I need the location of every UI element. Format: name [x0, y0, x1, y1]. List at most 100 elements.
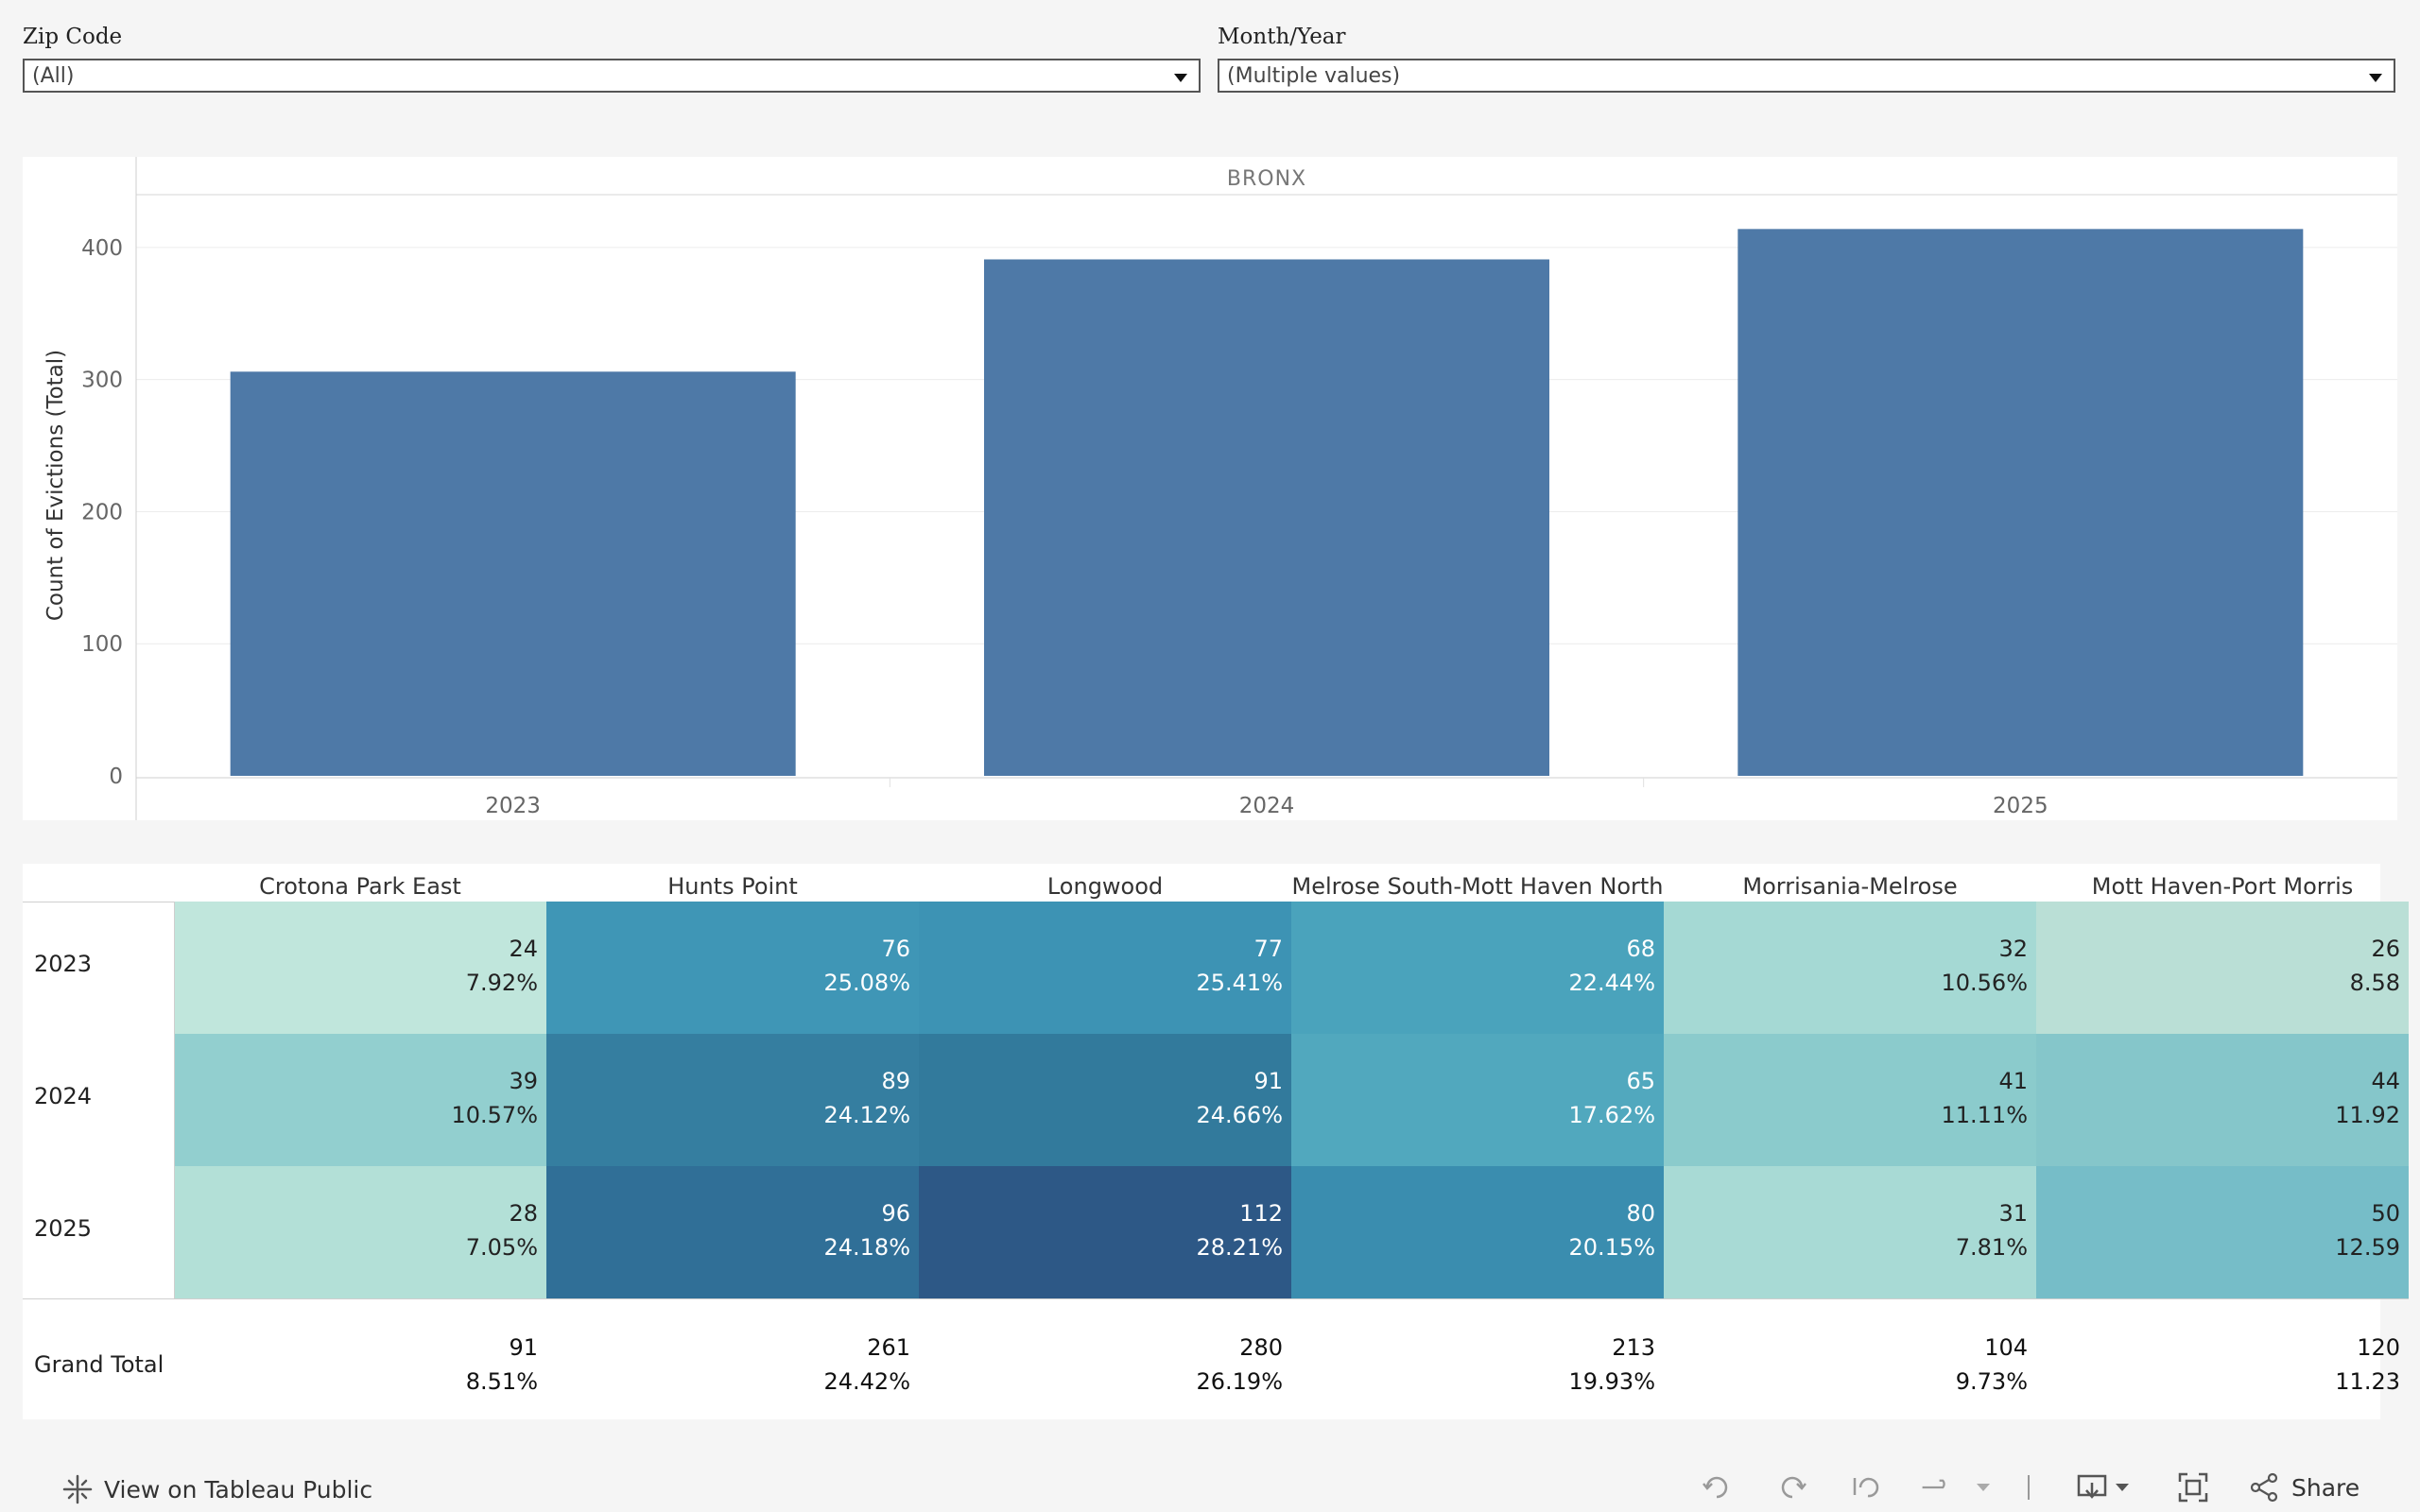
table-cell[interactable]: 112 28.21% — [919, 1166, 1291, 1298]
share-icon[interactable] — [2248, 1472, 2282, 1503]
undo-icon[interactable] — [1700, 1472, 1734, 1503]
table-cell[interactable]: 26 8.58 — [2036, 902, 2409, 1034]
table-cell[interactable]: 39 10.57% — [174, 1034, 546, 1166]
row-header[interactable]: 2024 — [34, 1083, 93, 1109]
cell-percent: 22.44% — [1568, 970, 1655, 996]
grand-total-count: 280 — [1239, 1334, 1283, 1361]
toolbar-footer: View on Tableau Public Share — [0, 1461, 2420, 1512]
share-button[interactable]: Share — [2291, 1474, 2360, 1502]
facet-label: BRONX — [1227, 167, 1306, 191]
cell-count: 26 — [2371, 936, 2400, 962]
x-tick-label: 2025 — [1993, 794, 2048, 818]
zip-filter-label: Zip Code — [23, 25, 123, 49]
x-tick-label: 2024 — [1239, 794, 1295, 818]
cell-count: 77 — [1253, 936, 1283, 962]
grand-total-percent: 11.23 — [2335, 1368, 2400, 1395]
pause-icon[interactable] — [1919, 1472, 1953, 1503]
view-on-tableau-link[interactable]: View on Tableau Public — [60, 1472, 372, 1506]
table-cell[interactable]: 32 10.56% — [1664, 902, 2036, 1034]
zip-filter-dropdown[interactable]: (All) — [23, 59, 1201, 93]
cell-count: 31 — [1998, 1200, 2028, 1227]
divider-icon — [2019, 1472, 2038, 1503]
grand-total-count: 261 — [867, 1334, 910, 1361]
cell-count: 80 — [1626, 1200, 1655, 1227]
pause-dropdown-icon[interactable] — [1970, 1472, 1996, 1503]
column-header[interactable]: Morrisania-Melrose — [1742, 873, 1958, 900]
y-tick-label: 200 — [81, 500, 123, 524]
grand-total-percent: 26.19% — [1196, 1368, 1283, 1395]
row-header-divider — [174, 902, 175, 1298]
revert-icon[interactable] — [1849, 1472, 1883, 1503]
cell-count: 24 — [509, 936, 538, 962]
cell-percent: 24.66% — [1196, 1102, 1283, 1128]
row-header[interactable]: 2025 — [34, 1215, 93, 1242]
cell-percent: 7.92% — [465, 970, 538, 996]
chart-canvas: BRONX 0 100 200 300 400 Count of Evictions (To… — [43, 157, 2397, 820]
month-filter-dropdown[interactable]: (Multiple values) — [1218, 59, 2395, 93]
column-header[interactable]: Hunts Point — [667, 873, 798, 900]
table-cell[interactable]: 44 11.92 — [2036, 1034, 2409, 1166]
evictions-crosstab: Crotona Park East Hunts Point Longwood Melr… — [23, 864, 2409, 1419]
cell-count: 32 — [1998, 936, 2028, 962]
evictions-bar-chart: BRONX 0 100 200 300 400 Count of Evictions (To… — [23, 157, 2397, 820]
fullscreen-icon[interactable] — [2176, 1472, 2210, 1503]
cell-count: 41 — [1998, 1068, 2028, 1094]
table-cell[interactable]: 96 24.18% — [546, 1166, 919, 1298]
table-cell[interactable]: 89 24.12% — [546, 1034, 919, 1166]
view-on-tableau-label: View on Tableau Public — [104, 1475, 373, 1503]
cell-percent: 11.92 — [2335, 1102, 2400, 1128]
cell-count: 96 — [881, 1200, 910, 1227]
grand-total-cell[interactable]: 261 24.42% — [546, 1331, 919, 1399]
month-filter-label: Month/Year — [1218, 25, 1346, 49]
grand-total-cell[interactable]: 91 8.51% — [174, 1331, 546, 1399]
cell-percent: 12.59 — [2335, 1234, 2400, 1261]
cell-count: 91 — [1253, 1068, 1283, 1094]
grand-total-count: 104 — [1984, 1334, 2028, 1361]
column-header[interactable]: Crotona Park East — [259, 873, 461, 900]
download-icon[interactable] — [2076, 1472, 2133, 1503]
grand-total-percent: 24.42% — [823, 1368, 910, 1395]
table-cell[interactable]: 76 25.08% — [546, 902, 919, 1034]
table-cell[interactable]: 91 24.66% — [919, 1034, 1291, 1166]
table-cell[interactable]: 41 11.11% — [1664, 1034, 2036, 1166]
grand-total-cell[interactable]: 120 11.23 — [2036, 1331, 2409, 1399]
table-cell[interactable]: 77 25.41% — [919, 902, 1291, 1034]
cell-percent: 10.56% — [1941, 970, 2028, 996]
y-tick-label: 0 — [109, 765, 123, 789]
grand-total-percent: 9.73% — [1955, 1368, 2028, 1395]
cell-percent: 7.81% — [1955, 1234, 2028, 1261]
x-tick-label: 2023 — [485, 794, 541, 818]
zip-filter-value: (All) — [32, 64, 75, 88]
grand-total-cell[interactable]: 280 26.19% — [919, 1331, 1291, 1399]
table-cell[interactable]: 65 17.62% — [1291, 1034, 1664, 1166]
bar-2025 — [1737, 229, 2304, 776]
cell-percent: 17.62% — [1568, 1102, 1655, 1128]
y-tick-label: 100 — [81, 632, 123, 657]
grand-total-count: 120 — [2357, 1334, 2400, 1361]
grand-total-cell[interactable]: 104 9.73% — [1664, 1331, 2036, 1399]
cell-count: 28 — [509, 1200, 538, 1227]
table-cell[interactable]: 24 7.92% — [174, 902, 546, 1034]
table-cell[interactable]: 50 12.59 — [2036, 1166, 2409, 1298]
grand-total-label: Grand Total — [34, 1351, 164, 1378]
table-cell[interactable]: 80 20.15% — [1291, 1166, 1664, 1298]
cell-percent: 24.18% — [823, 1234, 910, 1261]
chevron-down-icon — [1174, 74, 1187, 82]
redo-icon[interactable] — [1775, 1472, 1809, 1503]
column-header[interactable]: Melrose South-Mott Haven North — [1291, 873, 1664, 900]
cell-percent: 25.08% — [823, 970, 910, 996]
cell-count: 39 — [509, 1068, 538, 1094]
table-cell[interactable]: 28 7.05% — [174, 1166, 546, 1298]
y-tick-label: 300 — [81, 369, 123, 393]
cell-percent: 8.58 — [2349, 970, 2400, 996]
column-header[interactable]: Longwood — [1046, 873, 1164, 900]
month-filter-value: (Multiple values) — [1227, 64, 1401, 88]
table-cell[interactable]: 31 7.81% — [1664, 1166, 2036, 1298]
grand-total-percent: 19.93% — [1568, 1368, 1655, 1395]
cell-count: 65 — [1626, 1068, 1655, 1094]
row-header[interactable]: 2023 — [34, 951, 93, 977]
grand-total-cell[interactable]: 213 19.93% — [1291, 1331, 1664, 1399]
column-header[interactable]: Mott Haven-Port Morris — [2091, 873, 2354, 900]
table-cell[interactable]: 68 22.44% — [1291, 902, 1664, 1034]
bar-2024 — [984, 259, 1549, 776]
